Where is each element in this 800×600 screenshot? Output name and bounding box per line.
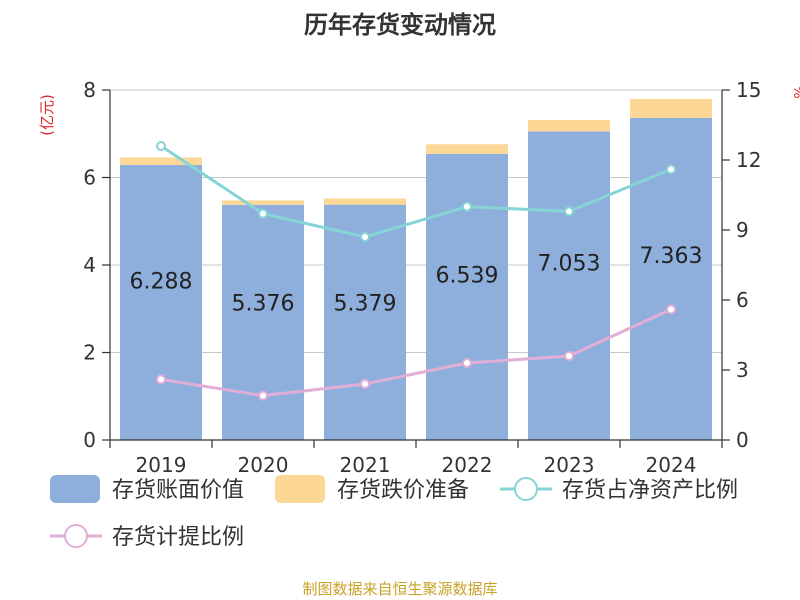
point-provision-ratio [564,351,574,361]
x-axis-tick-label: 2022 [442,453,493,477]
legend-book-value: 存货账面价值 [50,475,244,503]
legend-swatch [50,475,100,503]
bar-value-label: 5.379 [334,292,397,317]
bar-book-value [426,153,508,440]
right-axis-tick-label: 0 [736,428,749,452]
point-provision-ratio [156,374,166,385]
left-axis-label: (亿元) [38,94,56,136]
legend-provision-ratio: 存货计提比例 [50,524,244,550]
bars [120,99,712,441]
legend-label: 存货占净资产比例 [562,478,738,503]
legend-inventory-to-net-assets: 存货占净资产比例 [500,477,738,503]
bar-impairment-reserve [120,157,202,165]
bar-book-value [528,131,610,440]
bar-impairment-reserve [222,200,304,205]
line-series [156,141,676,401]
bar-value-label: 7.053 [538,251,601,276]
bar-impairment-reserve [426,144,508,154]
x-axis-tick-label: 2020 [238,453,289,477]
bar-value-label: 6.288 [130,270,193,295]
point-inventory-to-net-assets [666,164,676,175]
legend-label: 存货账面价值 [112,478,244,503]
point-inventory-to-net-assets [360,232,370,242]
right-axis-tick-label: 3 [736,358,749,382]
left-axis-tick-label: 2 [83,341,96,365]
bar-impairment-reserve [528,120,610,132]
left-axis-tick-label: 6 [83,166,96,190]
x-axis-tick-label: 2024 [646,453,697,477]
legend-label: 存货计提比例 [112,525,244,550]
right-axis-tick-label: 9 [736,218,749,242]
bar-book-value [222,204,304,440]
point-provision-ratio [360,379,370,389]
point-inventory-to-net-assets [564,206,574,217]
legend-swatch [275,475,325,503]
bar-value-labels: 6.288 5.376 5.379 6.539 7.053 7.363 [130,244,703,317]
bar-value-label: 5.376 [232,292,295,317]
legend-label: 存货跌价准备 [337,478,469,503]
point-inventory-to-net-assets [156,141,166,151]
point-inventory-to-net-assets [258,208,268,219]
source-note: 制图数据来自恒生聚源数据库 [302,580,497,598]
bar-book-value [324,204,406,440]
line-provision-ratio [160,307,672,398]
bar-impairment-reserve [324,198,406,205]
bar-impairment-reserve [630,99,712,118]
point-provision-ratio [462,358,472,368]
right-axis-tick-label: 15 [736,78,761,102]
bar-value-label: 7.363 [640,244,703,269]
legend-marker [514,477,538,501]
right-axis-tick-label: 6 [736,288,749,312]
grid-lines [110,89,722,353]
left-axis-tick-label: 8 [83,78,96,102]
right-axis-label: % [790,85,800,98]
right-axis-tick-label: 12 [736,148,761,172]
x-axis-tick-label: 2019 [136,453,187,477]
x-axis-tick-label: 2021 [340,453,391,477]
left-axis-tick-label: 4 [83,253,96,277]
bar-book-value [120,164,202,440]
legend-impairment-reserve: 存货跌价准备 [275,475,469,503]
line-inventory-to-net-assets [160,144,672,239]
point-inventory-to-net-assets [462,201,472,212]
point-provision-ratio [258,390,268,401]
axes: 0 2 4 6 8 0 3 6 9 12 15 2019 2020 2021 2022 2023 2024 [83,78,761,477]
legend-marker [64,524,88,548]
point-provision-ratio [666,304,676,315]
bar-value-label: 6.539 [436,264,499,289]
left-axis-tick-label: 0 [83,428,96,452]
x-axis-tick-label: 2023 [544,453,595,477]
chart-title: 历年存货变动情况 [304,11,496,39]
